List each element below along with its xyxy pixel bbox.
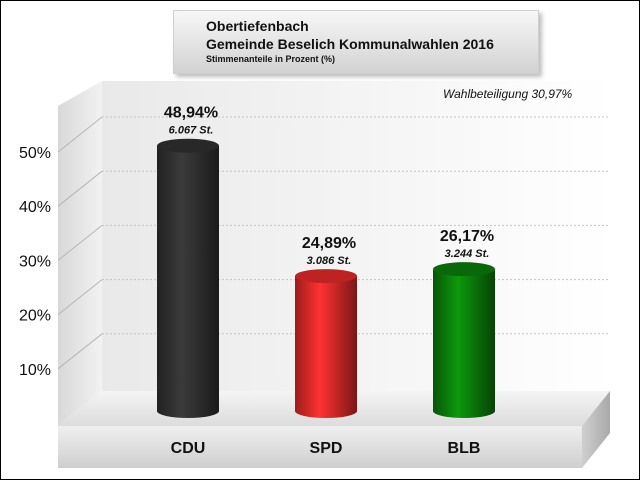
data-label-votes: 3.086 St.: [307, 255, 352, 267]
bar-cdu: [157, 138, 219, 418]
bar-top: [433, 262, 495, 277]
bar-top: [157, 138, 219, 153]
grid-line-depth: [57, 279, 103, 315]
bar-body: [433, 269, 495, 411]
bar-body: [295, 276, 357, 411]
x-tick-label: SPD: [310, 440, 343, 457]
floor-front-edge: [58, 426, 582, 468]
data-label-votes: 3.244 St.: [445, 248, 490, 260]
value-labels: 48,94% 6.067 St. 24,89% 3.086 St. 26,17% 3.24…: [164, 105, 494, 267]
data-label-percent: 48,94%: [164, 105, 218, 122]
turnout-annotation: Wahlbeteiligung 30,97%: [443, 87, 573, 101]
data-label-percent: 24,89%: [302, 235, 356, 252]
bar-spd: [295, 269, 357, 418]
y-tick-label: 10%: [19, 362, 51, 379]
y-axis-ticks: 10% 20% 30% 40% 50%: [19, 145, 51, 379]
y-tick-label: 20%: [19, 308, 51, 325]
bar-body: [157, 145, 219, 412]
x-tick-label: BLB: [448, 440, 481, 457]
floor-right-edge: [582, 391, 610, 468]
bar-base: [157, 404, 219, 418]
grid-line-depth: [57, 333, 103, 370]
grid-line-depth: [57, 170, 103, 207]
y-tick-label: 30%: [19, 253, 51, 270]
bar-base: [295, 404, 357, 418]
left-wall: [58, 81, 102, 426]
data-label-votes: 6.067 St.: [169, 125, 214, 137]
bar-blb: [433, 262, 495, 418]
y-tick-label: 40%: [19, 199, 51, 216]
grid-line-depth: [57, 116, 103, 153]
x-axis-labels: CDU SPD BLB: [171, 440, 481, 457]
bar-base: [433, 404, 495, 418]
grid-line-depth: [57, 225, 103, 261]
y-tick-label: 50%: [19, 145, 51, 162]
chart-title-line2: Gemeinde Beselich Kommunalwahlen 2016: [206, 36, 494, 52]
bar-top: [295, 269, 357, 284]
bars: [157, 138, 495, 418]
data-label-percent: 26,17%: [440, 228, 494, 245]
x-tick-label: CDU: [171, 440, 206, 457]
chart-title-line1: Obertiefenbach: [206, 18, 309, 34]
title-box: Obertiefenbach Gemeinde Beselich Kommuna…: [173, 10, 539, 74]
chart-subtitle: Stimmenanteile in Prozent (%): [206, 54, 336, 64]
